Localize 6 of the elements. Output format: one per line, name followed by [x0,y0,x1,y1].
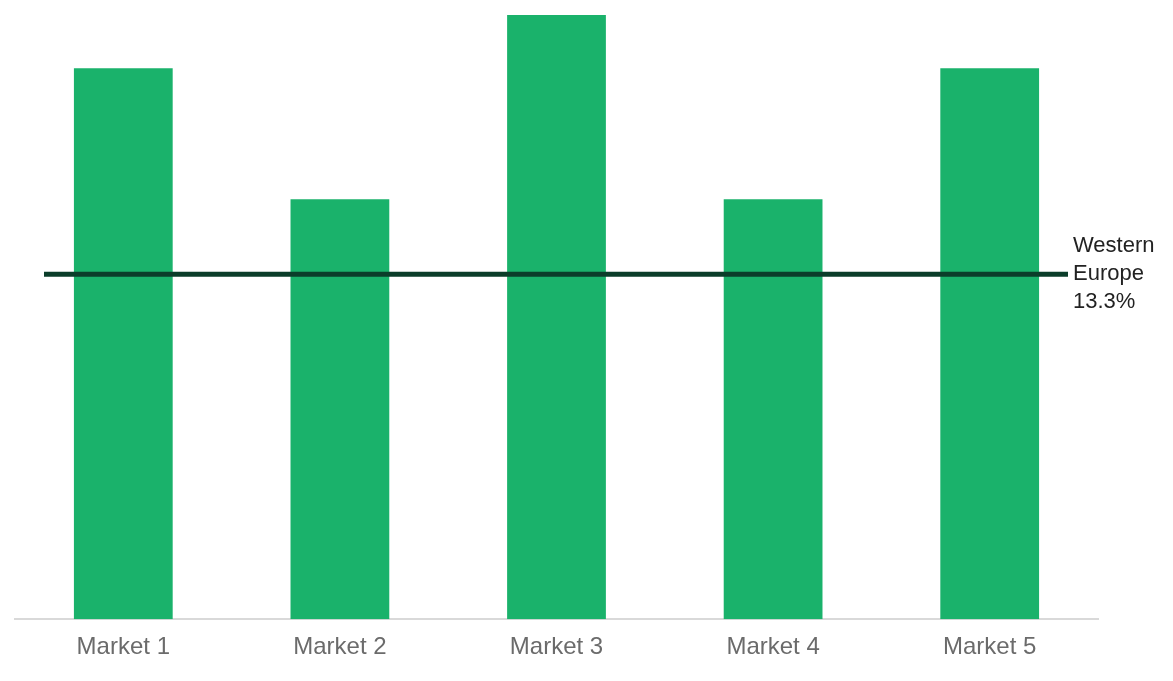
x-tick-label: Market 5 [943,632,1037,660]
x-tick-label: Market 1 [76,632,170,660]
x-tick-label: Market 3 [509,632,604,660]
x-tick-label: Market 4 [726,632,820,660]
x-tick-label: Market 2 [293,632,387,660]
ref-line-label: Western Europe 13.3% [1073,232,1155,314]
